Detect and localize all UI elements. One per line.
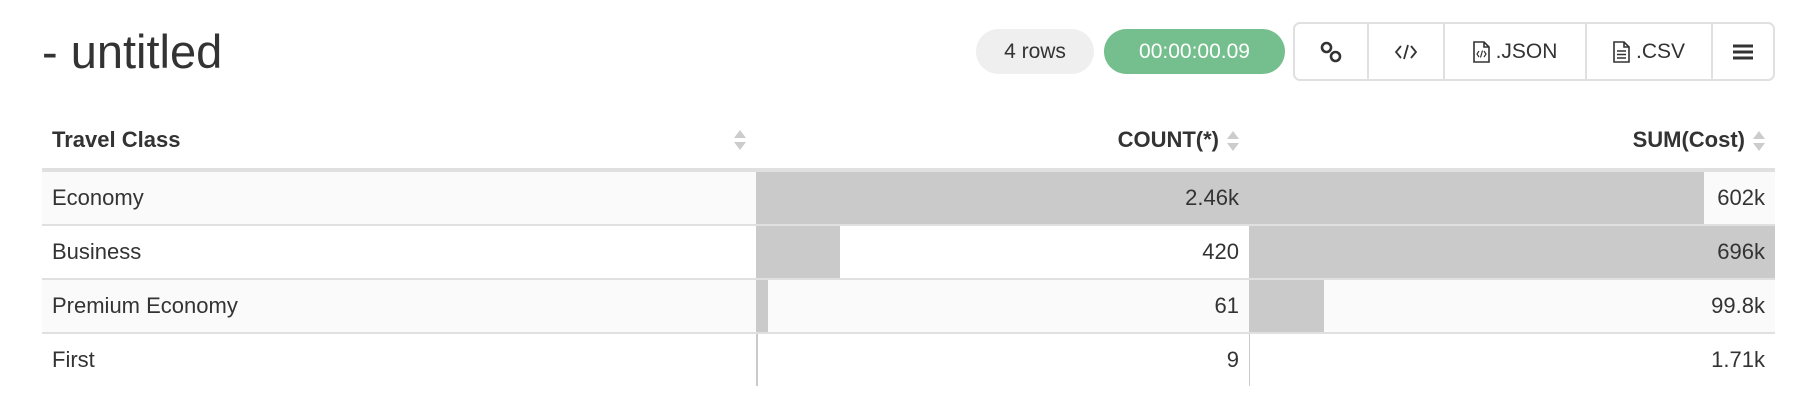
sum-value: 696k — [1717, 239, 1765, 264]
cell-count: 420 — [756, 225, 1249, 280]
export-json-label: .JSON — [1495, 39, 1558, 63]
sum-value: 1.71k — [1711, 347, 1765, 372]
column-label: Travel Class — [52, 126, 181, 152]
column-header-count[interactable]: COUNT(*) — [756, 111, 1249, 172]
cell-sum-cost: 1.71k — [1249, 333, 1775, 386]
column-header-travel-class[interactable]: Travel Class — [42, 111, 756, 172]
export-csv-label: .CSV — [1635, 39, 1685, 63]
sum-bar — [1249, 280, 1325, 332]
cell-count: 9 — [756, 333, 1249, 386]
view-query-button[interactable] — [1369, 24, 1445, 79]
cell-travel-class: Premium Economy — [42, 279, 756, 334]
results-table: Travel Class COUNT(*) SUM(Cost) Economy 2… — [42, 111, 1775, 386]
sum-bar — [1249, 172, 1704, 224]
count-bar — [756, 334, 758, 386]
csv-file-icon — [1613, 40, 1630, 63]
row-count-badge: 4 rows — [976, 29, 1094, 74]
table-row: Economy 2.46k 602k — [42, 170, 1775, 226]
cell-travel-class: First — [52, 347, 95, 372]
column-label: SUM(Cost) — [1632, 126, 1745, 152]
cell-count: 61 — [756, 279, 1249, 334]
cell-sum-cost: 696k — [1249, 225, 1775, 280]
sort-icon[interactable] — [1753, 130, 1765, 152]
copy-link-button[interactable] — [1295, 24, 1369, 79]
page-title: - untitled — [42, 25, 223, 78]
sum-bar — [1249, 226, 1775, 278]
table-row: Premium Economy 61 99.8k — [42, 279, 1775, 334]
count-value: 2.46k — [1185, 185, 1239, 210]
json-file-icon — [1472, 40, 1490, 63]
count-value: 9 — [1226, 347, 1239, 372]
sum-value: 602k — [1717, 185, 1765, 210]
cell-count: 2.46k — [756, 170, 1249, 226]
count-bar — [756, 172, 1249, 224]
export-json-button[interactable]: .JSON — [1445, 24, 1587, 79]
sort-icon[interactable] — [734, 129, 746, 151]
count-value: 61 — [1214, 293, 1239, 318]
column-header-sum-cost[interactable]: SUM(Cost) — [1249, 111, 1775, 172]
table-header-row: Travel Class COUNT(*) SUM(Cost) — [42, 111, 1775, 172]
toolbar-button-group: .JSON .CSV — [1293, 22, 1775, 81]
count-bar — [756, 226, 841, 278]
query-timer-badge: 00:00:00.09 — [1104, 29, 1285, 74]
cell-travel-class: Business — [42, 225, 756, 280]
export-csv-button[interactable]: .CSV — [1587, 24, 1713, 79]
table-row: First 9 1.71k — [42, 333, 1775, 386]
more-menu-button[interactable] — [1713, 24, 1773, 79]
cell-sum-cost: 602k — [1249, 170, 1775, 226]
menu-icon — [1733, 44, 1753, 59]
link-icon — [1320, 41, 1342, 62]
code-icon — [1394, 44, 1418, 59]
cell-sum-cost: 99.8k — [1249, 279, 1775, 334]
column-label: COUNT(*) — [1117, 126, 1219, 152]
sort-icon[interactable] — [1227, 130, 1239, 152]
cell-travel-class: Economy — [42, 170, 756, 226]
sum-value: 99.8k — [1711, 293, 1765, 318]
count-bar — [756, 280, 769, 332]
count-value: 420 — [1202, 239, 1239, 264]
sum-bar — [1249, 334, 1251, 386]
table-row: Business 420 696k — [42, 225, 1775, 280]
